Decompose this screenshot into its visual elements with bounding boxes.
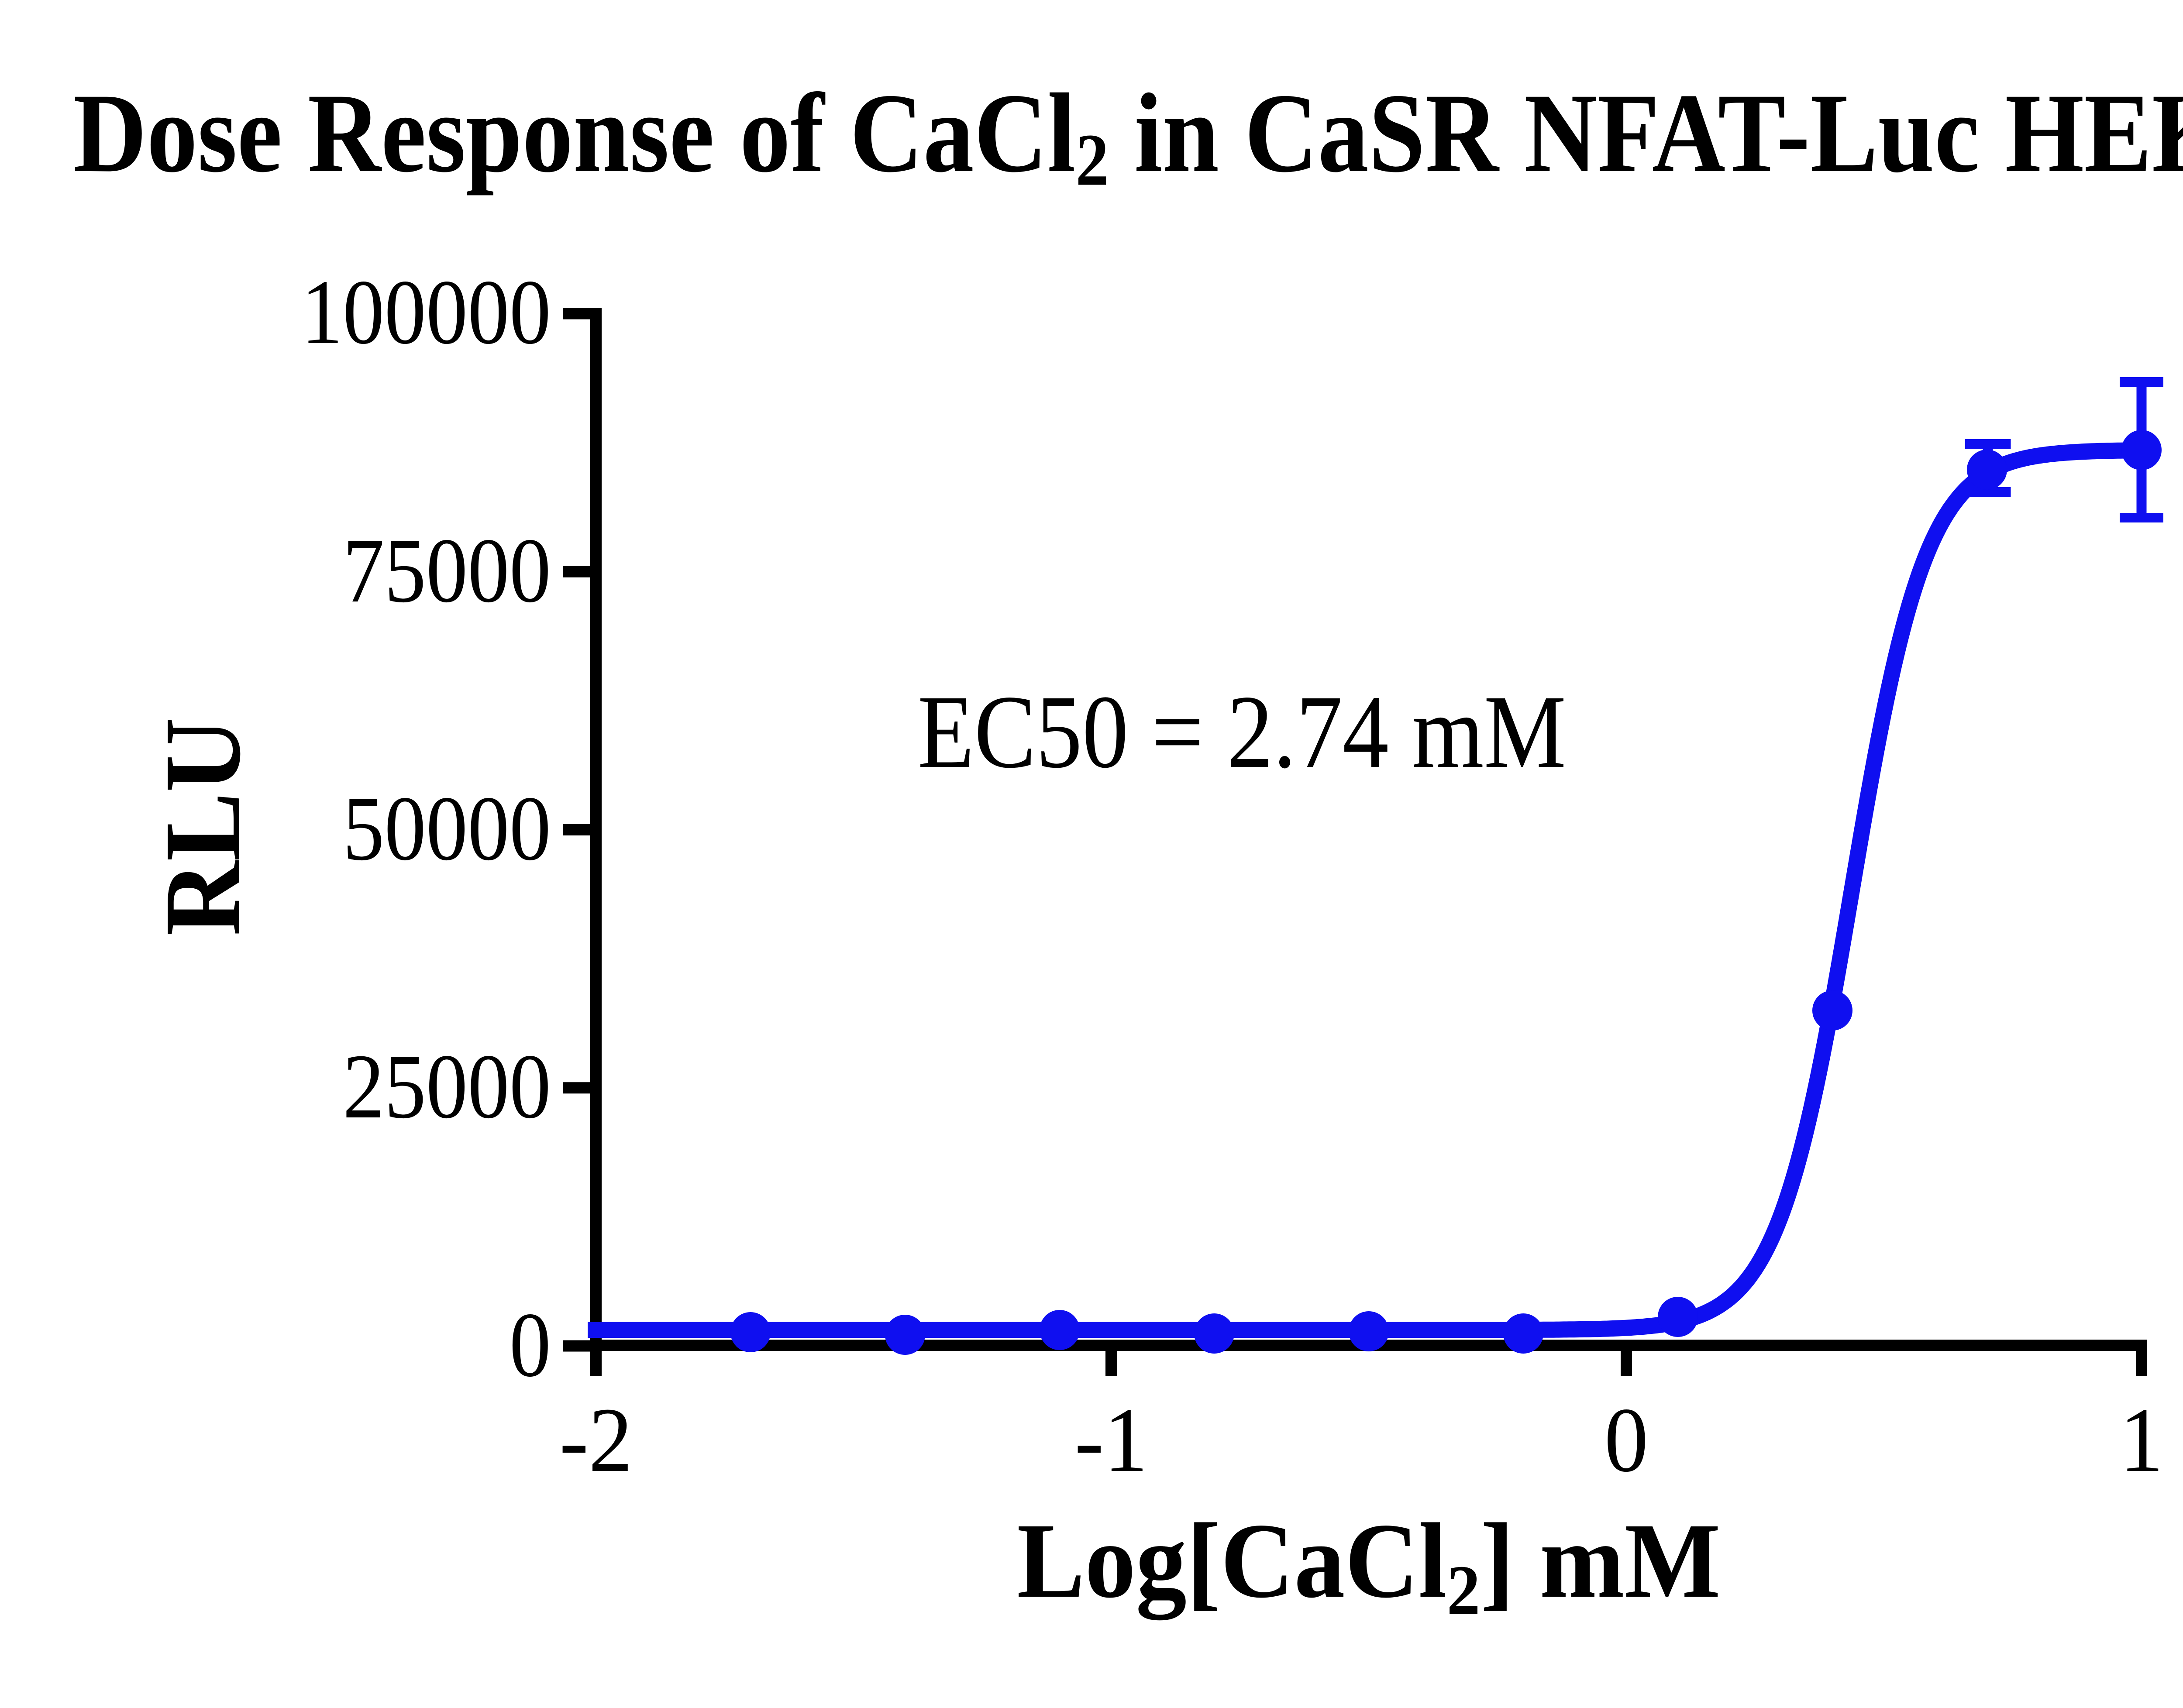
svg-text:-2: -2 <box>559 1388 633 1491</box>
svg-text:Log[CaCl2] mM: Log[CaCl2] mM <box>1017 1501 1721 1629</box>
svg-text:75000: 75000 <box>343 519 551 622</box>
svg-text:0: 0 <box>510 1293 551 1396</box>
svg-text:EC50 = 2.74 mM: EC50 = 2.74 mM <box>918 674 1566 790</box>
svg-text:1: 1 <box>2120 1388 2164 1491</box>
svg-text:0: 0 <box>1605 1388 1649 1491</box>
svg-text:100000: 100000 <box>301 261 551 363</box>
svg-text:Dose Response of CaCl2 in CaSR: Dose Response of CaCl2 in CaSR NFAT-Luc … <box>73 58 2183 201</box>
svg-text:-1: -1 <box>1074 1388 1148 1491</box>
svg-text:50000: 50000 <box>343 777 551 880</box>
svg-text:RLU: RLU <box>142 718 263 936</box>
svg-text:25000: 25000 <box>343 1035 551 1138</box>
